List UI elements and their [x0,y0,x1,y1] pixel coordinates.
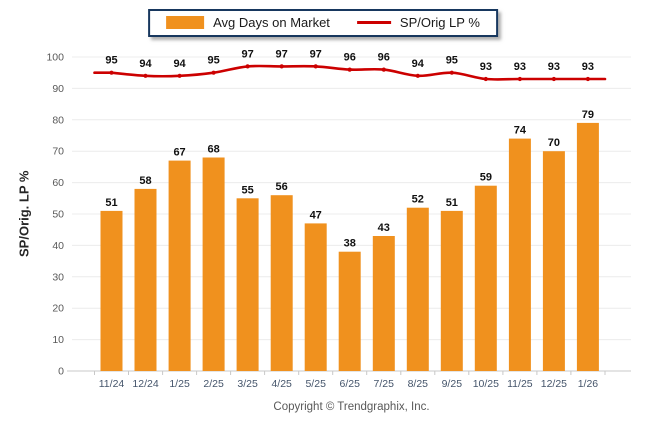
bar-value-label: 43 [378,222,390,234]
x-tick-label: 9/25 [442,378,463,390]
line-marker [177,73,182,78]
line-value-label: 96 [344,52,356,64]
x-tick-label: 12/24 [132,378,158,390]
bar-value-label: 56 [276,181,288,193]
line-value-label: 95 [446,55,458,67]
y-tick-label: 40 [52,240,64,252]
y-tick-label: 0 [58,366,64,378]
x-tick-label: 11/24 [99,378,125,390]
line-value-label: 95 [207,55,219,67]
line-value-label: 97 [310,48,322,60]
line-marker [415,73,420,78]
line-marker [211,70,216,75]
bar [168,160,191,371]
bar-value-label: 68 [207,143,219,155]
line-marker [143,73,148,78]
x-tick-label: 3/25 [237,378,258,390]
x-tick-label: 5/25 [305,378,326,390]
line-marker [551,76,557,82]
line-marker [381,67,386,72]
bar [304,223,327,371]
y-tick-label: 50 [52,209,64,221]
bar [270,195,293,371]
x-tick-label: 7/25 [374,378,395,390]
line-value-label: 93 [548,61,560,73]
copyright-text: Copyright © Trendgraphix, Inc. [273,401,430,413]
line-value-label: 97 [276,48,288,60]
y-tick-label: 20 [52,303,64,315]
line-value-label: 94 [173,58,186,70]
bar [440,210,463,371]
y-tick-label: 60 [52,177,64,189]
bar-value-label: 79 [582,109,594,121]
x-tick-label: 6/25 [340,378,361,390]
line-marker [245,64,250,69]
bar [508,138,531,371]
x-tick-label: 1/26 [578,378,599,390]
bar-value-label: 67 [173,147,185,159]
line-marker [279,64,284,69]
x-tick-label: 8/25 [408,378,429,390]
y-tick-label: 70 [52,146,64,158]
bar-value-label: 47 [310,209,322,221]
bar [576,122,599,372]
line-value-label: 93 [514,61,526,73]
bar-value-label: 52 [412,194,424,206]
line-value-label: 96 [378,52,390,64]
line-marker [483,76,488,82]
x-tick-label: 1/25 [169,378,190,390]
bar [236,198,259,371]
bar-value-label: 55 [242,184,254,196]
y-tick-label: 10 [52,334,64,346]
bar [372,236,395,371]
y-tick-label: 30 [52,271,64,283]
line-value-label: 95 [105,55,117,67]
bar [542,151,565,371]
bar-value-label: 58 [139,175,151,187]
line-marker [313,64,318,69]
line-marker [517,76,523,82]
line-marker [109,70,114,75]
bar-value-label: 70 [548,137,560,149]
bar [100,210,123,371]
line-value-label: 97 [242,48,254,60]
bar-value-label: 51 [105,197,117,209]
chart-legend: Avg Days on Market SP/Orig LP % [148,9,498,37]
bar-legend-label: Avg Days on Market [213,15,330,30]
x-tick-label: 4/25 [271,378,292,390]
bar-value-label: 38 [344,238,356,250]
bar-value-label: 59 [480,172,492,184]
line-value-label: 93 [480,61,492,73]
bar-value-label: 74 [514,125,527,137]
bar [474,185,497,371]
line-marker [347,67,352,72]
y-tick-label: 80 [52,114,64,126]
line-value-label: 94 [139,58,152,70]
line-marker [449,70,454,75]
bar [338,251,361,371]
bar-value-label: 51 [446,197,458,209]
line-marker [585,76,591,82]
bar [202,157,225,371]
x-tick-label: 11/25 [507,378,533,390]
bar [406,207,429,371]
x-tick-label: 10/25 [473,378,499,390]
bar-legend-swatch [166,16,205,29]
line-legend-swatch [356,21,391,24]
y-tick-label: 90 [52,83,64,95]
x-tick-label: 12/25 [541,378,567,390]
line-value-label: 93 [582,61,594,73]
y-tick-label: 100 [46,52,64,64]
x-tick-label: 2/25 [203,378,224,390]
bar [134,188,157,371]
line-value-label: 94 [412,58,425,70]
line-legend-label: SP/Orig LP % [399,15,480,30]
